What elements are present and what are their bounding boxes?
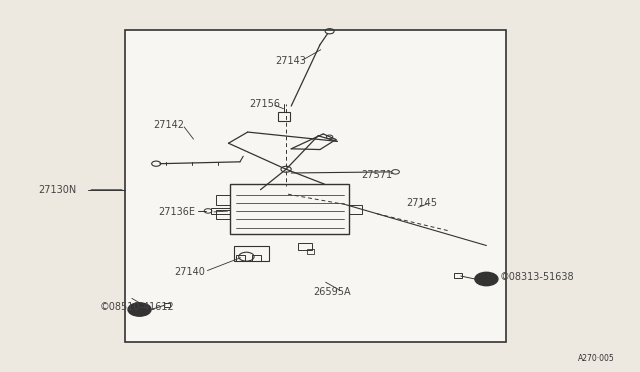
Bar [454, 273, 462, 278]
Bar [216, 210, 230, 219]
Bar [211, 208, 230, 214]
Text: 27571: 27571 [362, 170, 393, 180]
Bar [298, 243, 312, 250]
Circle shape [128, 303, 151, 316]
Text: 27142: 27142 [154, 120, 184, 129]
Text: ©08510-41612: ©08510-41612 [99, 302, 174, 312]
Bar [234, 246, 269, 261]
Text: S: S [484, 275, 489, 283]
Text: S: S [137, 305, 142, 314]
Text: 27136E: 27136E [159, 207, 196, 217]
Bar [216, 195, 230, 205]
Bar [278, 112, 290, 121]
Bar [236, 255, 245, 261]
Text: 27143: 27143 [275, 57, 306, 66]
Text: 27140: 27140 [174, 267, 205, 276]
Text: 27130N: 27130N [38, 185, 77, 195]
Text: A270·005: A270·005 [578, 354, 614, 363]
Text: ©08313-51638: ©08313-51638 [499, 272, 574, 282]
Text: 27145: 27145 [406, 198, 437, 208]
Bar [252, 255, 261, 261]
Bar [307, 249, 314, 254]
Bar [164, 303, 170, 307]
Bar [230, 184, 349, 234]
Text: 27156: 27156 [250, 99, 280, 109]
Bar [349, 205, 362, 214]
Circle shape [475, 272, 498, 286]
Bar [125, 30, 506, 342]
Text: 26595A: 26595A [314, 287, 351, 297]
